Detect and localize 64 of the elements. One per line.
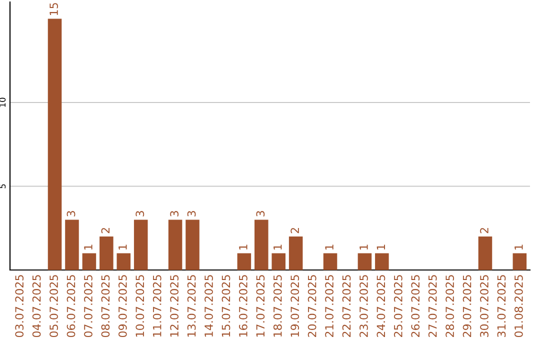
bar — [375, 253, 389, 270]
bar — [237, 253, 252, 270]
x-tick-label: 15.07.2025 — [222, 275, 230, 337]
x-tick-label: 01.08.2025 — [514, 275, 523, 338]
data-label: 1 — [514, 244, 523, 250]
x-tick-label: 10.07.2025 — [136, 275, 144, 337]
data-label: 15 — [50, 3, 58, 16]
data-label: 1 — [274, 244, 282, 250]
bar — [134, 220, 148, 270]
x-tick-label: 06.07.2025 — [66, 275, 76, 338]
bar — [272, 253, 286, 270]
x-tick-label: 16.07.2025 — [238, 275, 248, 337]
x-tick-label: 05.07.2025 — [50, 275, 58, 338]
x-tick-label: 17.07.2025 — [256, 275, 265, 337]
x-tick-label: 23.07.2025 — [360, 275, 368, 337]
x-tick-label: 26.07.2025 — [411, 275, 420, 337]
x-tick-label: 12.07.2025 — [170, 275, 179, 337]
data-label: 3 — [187, 211, 196, 216]
x-tick-label: 22.07.2025 — [342, 275, 351, 337]
bar — [254, 220, 268, 270]
bar — [116, 253, 131, 270]
x-tick-label: 18.07.2025 — [273, 275, 282, 337]
data-label: 1 — [376, 244, 385, 250]
bar — [512, 253, 527, 270]
bar — [65, 220, 79, 270]
x-tick-label: 31.07.2025 — [497, 275, 506, 337]
bar — [288, 236, 303, 270]
x-tick-label: 28.07.2025 — [446, 275, 454, 337]
data-label: 2 — [290, 228, 299, 234]
bar — [168, 220, 182, 270]
data-label: 1 — [118, 244, 127, 250]
x-tick-label: 04.07.2025 — [32, 275, 41, 338]
data-label: 2 — [480, 228, 488, 234]
bar — [48, 18, 62, 270]
data-label: 1 — [360, 244, 368, 250]
x-tick-label: 27.07.2025 — [428, 275, 437, 337]
bar — [100, 236, 114, 270]
x-tick-label: 14.07.2025 — [204, 275, 213, 337]
bar — [186, 220, 200, 270]
x-tick-label: 08.07.2025 — [101, 275, 110, 338]
x-tick-label: 29.07.2025 — [462, 275, 472, 337]
x-tick-label: 21.07.2025 — [325, 275, 334, 337]
bar — [82, 253, 96, 270]
x-tick-label: 03.07.2025 — [15, 275, 24, 338]
x-tick-label: 09.07.2025 — [118, 275, 127, 338]
x-tick-label: 24.07.2025 — [376, 275, 386, 337]
x-tick-label: 13.07.2025 — [187, 275, 196, 337]
data-label: 3 — [66, 211, 76, 216]
data-label: 3 — [136, 211, 144, 216]
bar — [478, 236, 492, 270]
data-label: 1 — [239, 244, 248, 250]
x-tick-label: 07.07.2025 — [84, 275, 92, 338]
data-label: 3 — [256, 211, 265, 216]
data-label: 2 — [101, 228, 110, 234]
data-label: 3 — [170, 211, 179, 216]
bar — [358, 253, 372, 270]
data-label: 1 — [325, 244, 334, 250]
x-tick-label: 25.07.2025 — [394, 275, 402, 337]
data-label: 1 — [84, 244, 92, 250]
x-tick-label: 30.07.2025 — [480, 275, 488, 337]
bar — [323, 253, 338, 270]
x-tick-label: 11.07.2025 — [152, 275, 162, 337]
x-tick-label: 20.07.2025 — [308, 275, 316, 337]
x-tick-label: 19.07.2025 — [290, 275, 300, 337]
